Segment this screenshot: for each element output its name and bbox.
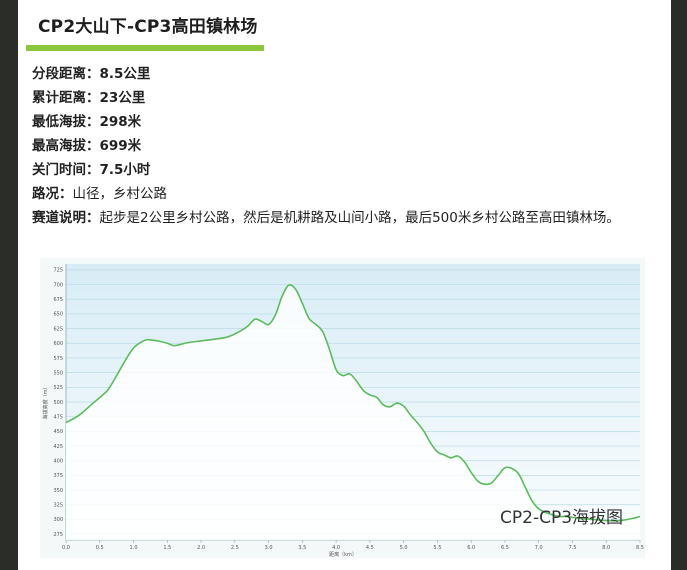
x-tick-label: 4.0 bbox=[332, 545, 340, 551]
max-alt-label: 最高海拔： bbox=[32, 138, 100, 154]
x-tick-label: 3.5 bbox=[298, 545, 306, 551]
min-alt-value: 298米 bbox=[99, 114, 142, 130]
min-alt-label: 最低海拔： bbox=[32, 114, 100, 130]
x-tick-label: 6.5 bbox=[501, 545, 509, 551]
y-tick-label: 425 bbox=[53, 444, 63, 450]
road-value: 山径，乡村公路 bbox=[72, 186, 168, 202]
info-row-description: 赛道说明：起步是2公里乡村公路，然后是机耕路及山间小路，最后500米乡村公路至高… bbox=[32, 206, 662, 230]
y-tick-label: 650 bbox=[53, 312, 63, 318]
y-tick-label: 275 bbox=[53, 532, 63, 538]
y-tick-labels: 275 300 325 350 375 400 425 450 475 500 525 550 575 6… bbox=[53, 268, 63, 538]
y-tick-label: 350 bbox=[53, 488, 63, 494]
y-tick-label: 550 bbox=[53, 370, 63, 376]
info-row-min-alt: 最低海拔：298米 bbox=[32, 110, 662, 134]
y-tick-label: 300 bbox=[53, 517, 63, 523]
segment-info: 分段距离：8.5公里 累计距离：23公里 最低海拔：298米 最高海拔：699米… bbox=[32, 62, 662, 230]
y-axis-label: 海拔高度（m） bbox=[42, 385, 49, 420]
y-tick-label: 450 bbox=[53, 429, 63, 435]
x-tick-label: 1.5 bbox=[163, 545, 171, 551]
x-tick-label: 7.5 bbox=[568, 545, 576, 551]
x-tick-label: 5.0 bbox=[400, 545, 408, 551]
elevation-area bbox=[65, 284, 641, 540]
info-row-distance: 分段距离：8.5公里 bbox=[32, 62, 662, 86]
max-alt-value: 699米 bbox=[99, 138, 142, 154]
chart-title: CP2-CP3海拔图 bbox=[500, 508, 624, 528]
x-tick-labels: 0.0 0.5 1.0 1.5 2.0 2.5 3.0 3.5 4.0 4.5 5.0 5.5 6.0 6… bbox=[62, 540, 644, 551]
y-tick-label: 700 bbox=[53, 282, 63, 288]
title-underline bbox=[26, 45, 264, 51]
left-dark-border bbox=[0, 0, 18, 570]
info-row-max-alt: 最高海拔：699米 bbox=[32, 134, 662, 158]
distance-label: 分段距离： bbox=[32, 66, 100, 82]
description-value: 起步是2公里乡村公路，然后是机耕路及山间小路，最后500米乡村公路至高田镇林场。 bbox=[99, 210, 620, 226]
x-tick-label: 0.5 bbox=[96, 545, 104, 551]
y-tick-label: 675 bbox=[53, 297, 63, 303]
y-tick-label: 725 bbox=[53, 268, 63, 274]
section-title: CP2大山下-CP3高田镇林场 bbox=[38, 17, 258, 37]
right-dark-border bbox=[671, 0, 687, 570]
x-tick-label: 3.0 bbox=[265, 545, 273, 551]
section-heading: CP2大山下-CP3高田镇林场 bbox=[26, 12, 266, 51]
x-tick-label: 5.5 bbox=[433, 545, 441, 551]
elevation-chart: 275 300 325 350 375 400 425 450 475 500 525 550 575 6… bbox=[40, 258, 645, 558]
x-tick-label: 7.0 bbox=[535, 545, 543, 551]
cutoff-value: 7.5小时 bbox=[99, 162, 151, 178]
elevation-chart-svg: 275 300 325 350 375 400 425 450 475 500 525 550 575 6… bbox=[40, 258, 645, 558]
cumulative-label: 累计距离： bbox=[32, 90, 100, 106]
x-axis-label: 距离（km） bbox=[329, 551, 357, 558]
y-tick-label: 500 bbox=[53, 400, 63, 406]
cumulative-value: 23公里 bbox=[99, 90, 146, 106]
x-tick-label: 8.0 bbox=[602, 545, 610, 551]
y-tick-label: 475 bbox=[53, 414, 63, 420]
y-tick-label: 600 bbox=[53, 341, 63, 347]
road-label: 路况： bbox=[32, 186, 73, 202]
y-tick-label: 625 bbox=[53, 326, 63, 332]
distance-value: 8.5公里 bbox=[99, 66, 151, 82]
x-tick-label: 6.0 bbox=[467, 545, 475, 551]
x-tick-label: 2.5 bbox=[231, 545, 239, 551]
cutoff-label: 关门时间： bbox=[32, 162, 100, 178]
y-tick-label: 325 bbox=[53, 503, 63, 509]
x-tick-label: 4.5 bbox=[366, 545, 374, 551]
description-label: 赛道说明： bbox=[32, 210, 100, 226]
info-row-cutoff: 关门时间：7.5小时 bbox=[32, 158, 662, 182]
y-tick-label: 400 bbox=[53, 459, 63, 465]
info-row-road: 路况：山径，乡村公路 bbox=[32, 182, 662, 206]
x-tick-label: 8.5 bbox=[636, 545, 644, 551]
elevation-fill bbox=[66, 284, 640, 540]
info-row-cumulative: 累计距离：23公里 bbox=[32, 86, 662, 110]
x-tick-label: 0.0 bbox=[62, 545, 70, 551]
elevation-line bbox=[65, 284, 641, 522]
y-tick-label: 525 bbox=[53, 385, 63, 391]
y-tick-label: 575 bbox=[53, 356, 63, 362]
x-tick-label: 1.0 bbox=[130, 545, 138, 551]
x-tick-label: 2.0 bbox=[197, 545, 205, 551]
y-tick-label: 375 bbox=[53, 473, 63, 479]
article-content: CP2大山下-CP3高田镇林场 分段距离：8.5公里 累计距离：23公里 最低海… bbox=[18, 0, 671, 570]
